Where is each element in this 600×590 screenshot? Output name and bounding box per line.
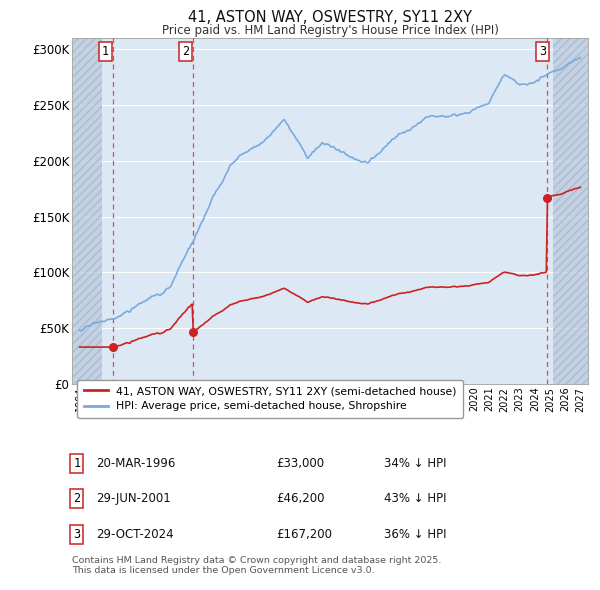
Text: Price paid vs. HM Land Registry's House Price Index (HPI): Price paid vs. HM Land Registry's House … xyxy=(161,24,499,37)
Text: 41, ASTON WAY, OSWESTRY, SY11 2XY: 41, ASTON WAY, OSWESTRY, SY11 2XY xyxy=(188,11,472,25)
Text: 3: 3 xyxy=(539,45,547,58)
Text: 1: 1 xyxy=(73,457,80,470)
Legend: 41, ASTON WAY, OSWESTRY, SY11 2XY (semi-detached house), HPI: Average price, sem: 41, ASTON WAY, OSWESTRY, SY11 2XY (semi-… xyxy=(77,379,463,418)
Text: £167,200: £167,200 xyxy=(276,528,332,541)
Text: 43% ↓ HPI: 43% ↓ HPI xyxy=(384,493,446,506)
Text: 2: 2 xyxy=(73,493,80,506)
Text: 29-OCT-2024: 29-OCT-2024 xyxy=(96,528,173,541)
Text: 2: 2 xyxy=(182,45,189,58)
Text: 1: 1 xyxy=(102,45,109,58)
Bar xyxy=(553,38,588,384)
Text: £33,000: £33,000 xyxy=(276,457,324,470)
Text: 3: 3 xyxy=(73,528,80,541)
Text: Contains HM Land Registry data © Crown copyright and database right 2025.
This d: Contains HM Land Registry data © Crown c… xyxy=(72,556,442,575)
Text: 34% ↓ HPI: 34% ↓ HPI xyxy=(384,457,446,470)
Text: 29-JUN-2001: 29-JUN-2001 xyxy=(96,493,171,506)
Text: 20-MAR-1996: 20-MAR-1996 xyxy=(96,457,175,470)
Text: 36% ↓ HPI: 36% ↓ HPI xyxy=(384,528,446,541)
Text: £46,200: £46,200 xyxy=(276,493,325,506)
Bar xyxy=(72,38,103,384)
